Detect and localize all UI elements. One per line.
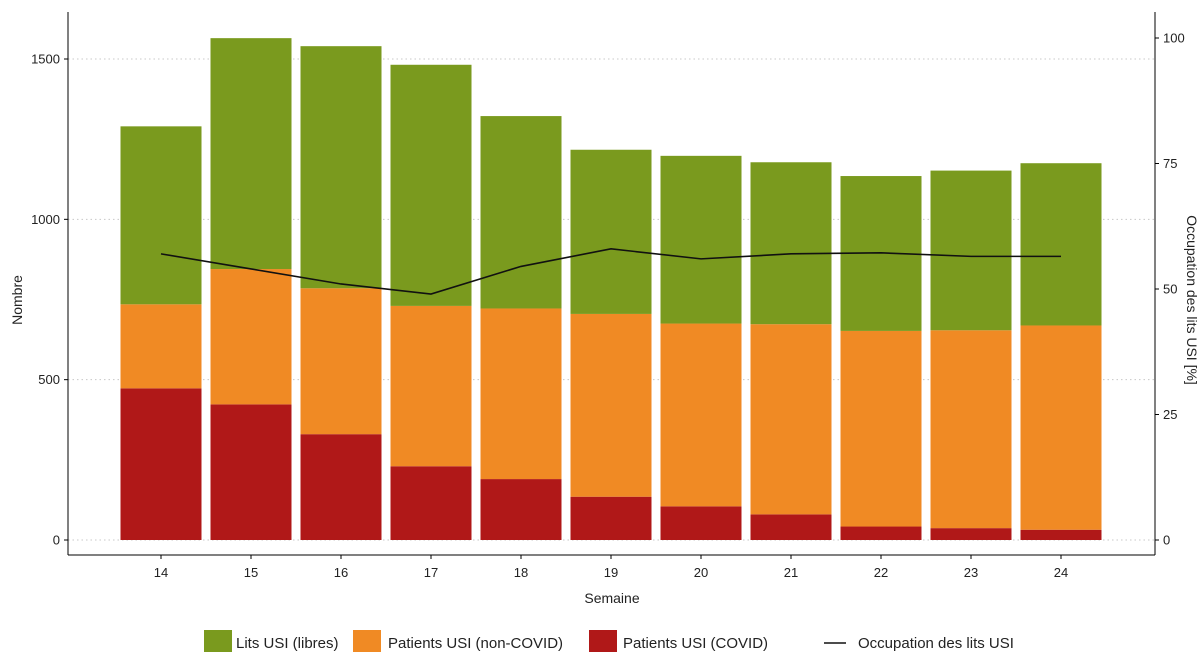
bar-segment <box>660 155 742 324</box>
y2-tick-label: 100 <box>1163 31 1185 46</box>
bar-segment <box>930 170 1012 331</box>
bar-segment <box>570 149 652 314</box>
x-tick-label: 24 <box>1054 565 1068 580</box>
legend-item: Occupation des lits USI <box>824 635 1014 652</box>
y-axis-title: Nombre <box>9 275 25 325</box>
x-tick-label: 23 <box>964 565 978 580</box>
x-tick-label: 21 <box>784 565 798 580</box>
bar-segment <box>390 64 472 306</box>
y2-tick-label: 0 <box>1163 533 1170 548</box>
bar-segment <box>300 288 382 435</box>
bar-segment <box>1020 325 1102 530</box>
bar-segment <box>840 526 922 540</box>
bar-segment <box>210 404 292 540</box>
bar-segment <box>1020 163 1102 326</box>
y-tick-label: 1000 <box>31 212 60 227</box>
bar-segment <box>390 305 472 467</box>
bar-segment <box>930 330 1012 529</box>
bar-segment <box>480 308 562 480</box>
bar-segment <box>750 162 832 325</box>
x-tick-label: 14 <box>154 565 168 580</box>
bar-segment <box>480 116 562 309</box>
bar-segment <box>120 388 202 540</box>
y2-tick-label: 50 <box>1163 282 1177 297</box>
legend-item: Patients USI (non-COVID) <box>353 630 563 652</box>
y2-tick-label: 75 <box>1163 156 1177 171</box>
ticks: 0 500 1000 1500 0 25 50 75 100 14 15 16 17 18 19 20 21 22… <box>31 31 1185 581</box>
x-tick-label: 20 <box>694 565 708 580</box>
bar-segment <box>1020 529 1102 540</box>
bar-segment <box>660 323 742 507</box>
x-tick-label: 15 <box>244 565 258 580</box>
x-tick-label: 18 <box>514 565 528 580</box>
x-tick-label: 16 <box>334 565 348 580</box>
y2-axis-title: Occupation des lits USI [%] <box>1184 215 1199 385</box>
y-tick-label: 1500 <box>31 52 60 67</box>
legend-item: Lits USI (libres) <box>204 630 339 652</box>
bar-segment <box>300 434 382 540</box>
x-axis-title: Semaine <box>584 590 639 606</box>
legend-item: Patients USI (COVID) <box>589 630 768 652</box>
x-tick-label: 17 <box>424 565 438 580</box>
bar-segment <box>210 269 292 405</box>
legend: Lits USI (libres) Patients USI (non-COVID… <box>204 630 1014 652</box>
bar-segment <box>840 330 922 527</box>
legend-swatch <box>353 630 381 652</box>
occupancy-line-layer <box>160 248 1061 295</box>
bar-segment <box>930 528 1012 540</box>
bar-segment <box>750 514 832 540</box>
bar-segment <box>390 466 472 540</box>
bar-segment <box>570 496 652 540</box>
bar-segment <box>120 126 202 305</box>
occupancy-line <box>160 248 1061 295</box>
legend-label: Patients USI (COVID) <box>623 635 768 652</box>
x-tick-label: 19 <box>604 565 618 580</box>
bar-segment <box>570 313 652 497</box>
y2-tick-label: 25 <box>1163 407 1177 422</box>
bars <box>120 38 1102 540</box>
bar-segment <box>120 304 202 389</box>
legend-swatch <box>589 630 617 652</box>
legend-label: Lits USI (libres) <box>236 635 339 652</box>
bar-segment <box>480 479 562 540</box>
bar-segment <box>660 506 742 540</box>
bar-segment <box>300 46 382 289</box>
legend-label: Patients USI (non-COVID) <box>388 635 563 652</box>
bar-segment <box>750 324 832 515</box>
x-tick-label: 22 <box>874 565 888 580</box>
y-tick-label: 0 <box>53 533 60 548</box>
legend-swatch <box>204 630 232 652</box>
y-tick-label: 500 <box>38 372 60 387</box>
bar-segment <box>210 38 292 270</box>
legend-label: Occupation des lits USI <box>858 635 1014 652</box>
